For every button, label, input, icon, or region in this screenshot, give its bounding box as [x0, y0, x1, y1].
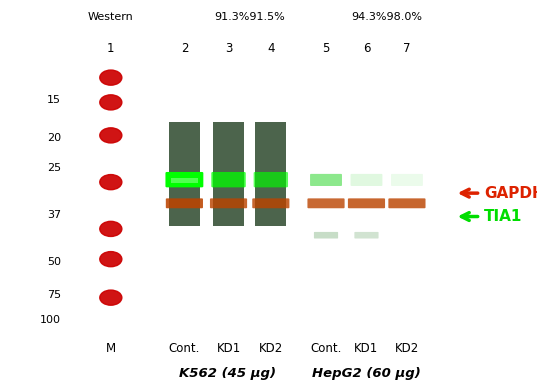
Text: 6: 6 [362, 42, 370, 55]
Text: GAPDH: GAPDH [484, 186, 537, 201]
Ellipse shape [100, 290, 122, 305]
FancyBboxPatch shape [348, 198, 385, 208]
Ellipse shape [100, 128, 122, 143]
FancyBboxPatch shape [165, 172, 204, 187]
FancyBboxPatch shape [253, 172, 288, 187]
Text: 3: 3 [225, 42, 232, 55]
FancyBboxPatch shape [354, 232, 379, 238]
Text: TIA1: TIA1 [484, 209, 523, 224]
Text: 1: 1 [107, 42, 114, 55]
Ellipse shape [100, 221, 122, 236]
Text: Cont.: Cont. [310, 342, 342, 355]
Text: 75: 75 [47, 290, 61, 300]
FancyBboxPatch shape [314, 232, 338, 238]
Ellipse shape [100, 95, 122, 110]
Text: KD1: KD1 [216, 342, 241, 355]
Text: 37: 37 [47, 210, 61, 220]
Text: KD1: KD1 [354, 342, 379, 355]
Text: HepG2 (60 μg): HepG2 (60 μg) [312, 367, 421, 380]
Text: 94.3%98.0%: 94.3%98.0% [351, 11, 422, 22]
Text: 7: 7 [403, 42, 411, 55]
FancyBboxPatch shape [391, 174, 423, 186]
Bar [213, 121, 244, 226]
Text: 25: 25 [47, 163, 61, 173]
Bar [169, 121, 200, 226]
Text: 15: 15 [47, 95, 61, 105]
Text: Western: Western [88, 11, 134, 22]
Text: 5: 5 [322, 42, 330, 55]
FancyBboxPatch shape [166, 198, 203, 208]
FancyBboxPatch shape [388, 198, 425, 208]
FancyBboxPatch shape [252, 198, 289, 208]
Text: K562 (45 μg): K562 (45 μg) [179, 367, 277, 380]
Text: 91.3%91.5%: 91.3%91.5% [214, 11, 285, 22]
Ellipse shape [100, 175, 122, 190]
Text: 2: 2 [180, 42, 188, 55]
Bar [255, 121, 286, 226]
Ellipse shape [100, 252, 122, 267]
Bar [171, 178, 198, 183]
FancyBboxPatch shape [212, 172, 246, 187]
FancyBboxPatch shape [308, 198, 345, 208]
Text: Cont.: Cont. [169, 342, 200, 355]
Text: 50: 50 [47, 257, 61, 267]
Text: 100: 100 [40, 315, 61, 325]
Text: KD2: KD2 [259, 342, 283, 355]
FancyBboxPatch shape [210, 198, 247, 208]
FancyBboxPatch shape [351, 174, 382, 186]
Text: 4: 4 [267, 42, 274, 55]
FancyBboxPatch shape [310, 174, 342, 186]
Text: M: M [106, 342, 116, 355]
Text: KD2: KD2 [395, 342, 419, 355]
Ellipse shape [100, 70, 122, 85]
Text: 20: 20 [47, 133, 61, 143]
